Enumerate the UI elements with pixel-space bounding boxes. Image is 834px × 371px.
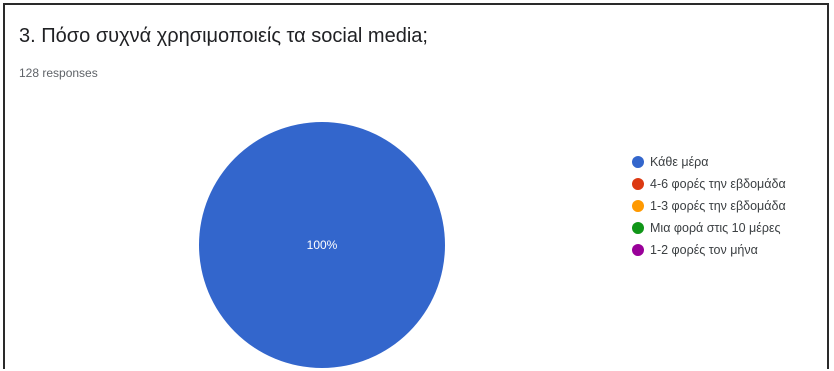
legend-swatch-icon — [632, 200, 644, 212]
pie-slice-label-1: 100% — [307, 238, 338, 252]
legend-label: 1-2 φορές τον μήνα — [650, 243, 758, 257]
legend-item-5[interactable]: 1-2 φορές τον μήνα — [632, 239, 786, 261]
legend-label: 1-3 φορές την εβδομάδα — [650, 199, 786, 213]
legend-label: 4-6 φορές την εβδομάδα — [650, 177, 786, 191]
pie-chart: 100% — [199, 122, 445, 368]
legend-label: Κάθε μέρα — [650, 155, 709, 169]
legend-swatch-icon — [632, 222, 644, 234]
chart-legend: Κάθε μέρα 4-6 φορές την εβδομάδα 1-3 φορές… — [632, 151, 786, 261]
pie-slice-1 — [199, 122, 445, 368]
legend-swatch-icon — [632, 178, 644, 190]
legend-swatch-icon — [632, 156, 644, 168]
legend-item-3[interactable]: 1-3 φορές την εβδομάδα — [632, 195, 786, 217]
legend-label: Μια φορά στις 10 μέρες — [650, 221, 781, 235]
chart-card: 3. Πόσο συχνά χρησιμοποιείς τα social me… — [3, 3, 829, 369]
legend-swatch-icon — [632, 244, 644, 256]
question-title: 3. Πόσο συχνά χρησιμοποιείς τα social me… — [19, 25, 428, 47]
response-count: 128 responses — [19, 66, 98, 80]
legend-item-4[interactable]: Μια φορά στις 10 μέρες — [632, 217, 786, 239]
legend-item-2[interactable]: 4-6 φορές την εβδομάδα — [632, 173, 786, 195]
legend-item-1[interactable]: Κάθε μέρα — [632, 151, 786, 173]
